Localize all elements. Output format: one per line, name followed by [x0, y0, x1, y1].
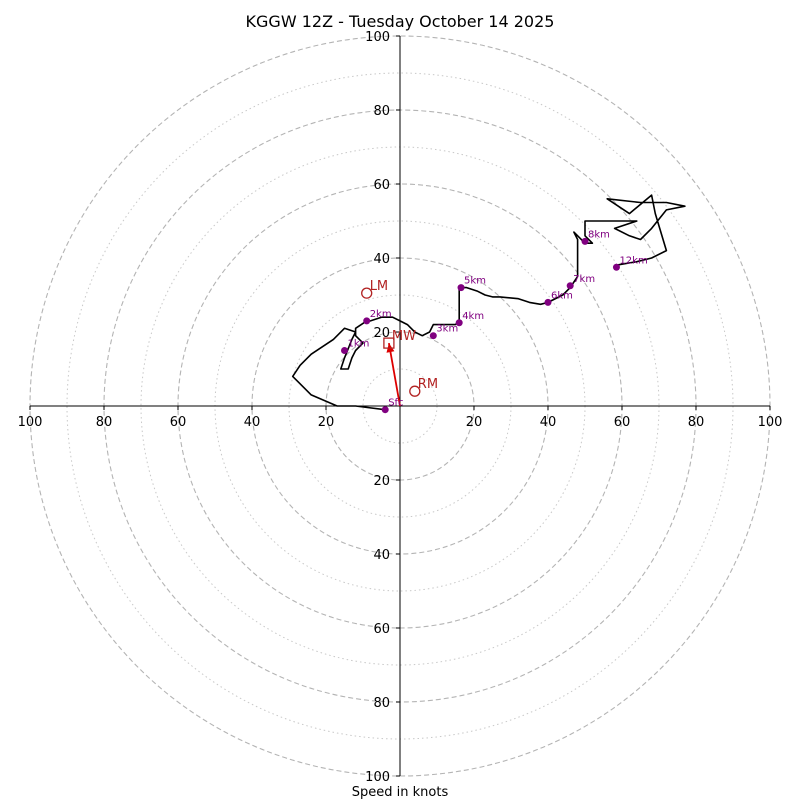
x-tick-label: 40 [540, 415, 557, 430]
x-tick-label: 20 [318, 415, 335, 430]
x-tick-label: 80 [96, 415, 113, 430]
storm-motion-marker-LM [361, 287, 373, 299]
chart-title: KGGW 12Z - Tuesday October 14 2025 [246, 12, 555, 31]
height-marker-label-7km: 7km [573, 274, 595, 285]
x-tick-label: 60 [170, 415, 187, 430]
height-marker-label-12km: 12km [619, 255, 647, 266]
y-tick-label: 40 [373, 548, 390, 563]
height-marker-1km [341, 347, 348, 354]
storm-vector [386, 342, 401, 407]
height-marker-label-6km: 6km [551, 290, 573, 301]
y-tick-label: 40 [373, 252, 390, 267]
y-tick-label: 60 [373, 178, 390, 193]
storm-motion-markers: LM MW RM [361, 279, 438, 397]
y-tick-label: 20 [373, 326, 390, 341]
x-tick-label: 40 [244, 415, 261, 430]
x-tick-label: 20 [466, 415, 483, 430]
x-tick-label: 100 [758, 415, 783, 430]
x-tick-label: 100 [18, 415, 43, 430]
height-marker-label-8km: 8km [588, 229, 610, 240]
storm-motion-label-MW: MW [392, 329, 416, 344]
storm-motion-marker-MW [383, 337, 395, 349]
height-marker-label-Sfc: Sfc [388, 398, 403, 409]
mean-wind-vector-line [388, 342, 401, 407]
height-marker-Sfc [381, 406, 389, 414]
height-marker-4km [455, 319, 463, 327]
storm-motion-marker-RM [409, 385, 421, 397]
x-axis-label: Speed in knots [352, 785, 449, 800]
hodograph-trace [291, 194, 686, 411]
tick-labels: 100 80 60 40 20 20 40 60 80 100 100 80 60 40 20 20 40 60 8… [18, 30, 783, 785]
height-marker-label-1km: 1km [348, 339, 370, 350]
height-marker-3km [429, 332, 437, 340]
height-marker-12km [612, 263, 620, 271]
y-tick-label: 100 [365, 30, 390, 45]
height-marker-8km [581, 237, 589, 245]
height-marker-label-5km: 5km [464, 276, 486, 287]
storm-motion-label-LM: LM [370, 279, 388, 294]
hodograph-line [291, 194, 686, 411]
y-tick-label: 60 [373, 622, 390, 637]
height-marker-label-3km: 3km [436, 324, 458, 335]
y-tick-label: 20 [373, 474, 390, 489]
x-tick-label: 60 [614, 415, 631, 430]
height-marker-7km [566, 282, 574, 290]
y-tick-label: 80 [373, 104, 390, 119]
height-marker-5km [457, 284, 465, 292]
height-marker-2km [363, 317, 371, 325]
y-tick-label: 80 [373, 696, 390, 711]
height-marker-label-4km: 4km [462, 311, 484, 322]
storm-motion-label-RM: RM [418, 377, 438, 392]
y-tick-label: 100 [365, 770, 390, 785]
x-tick-label: 80 [688, 415, 705, 430]
height-marker-label-2km: 2km [370, 309, 392, 320]
height-marker-6km [544, 298, 552, 306]
